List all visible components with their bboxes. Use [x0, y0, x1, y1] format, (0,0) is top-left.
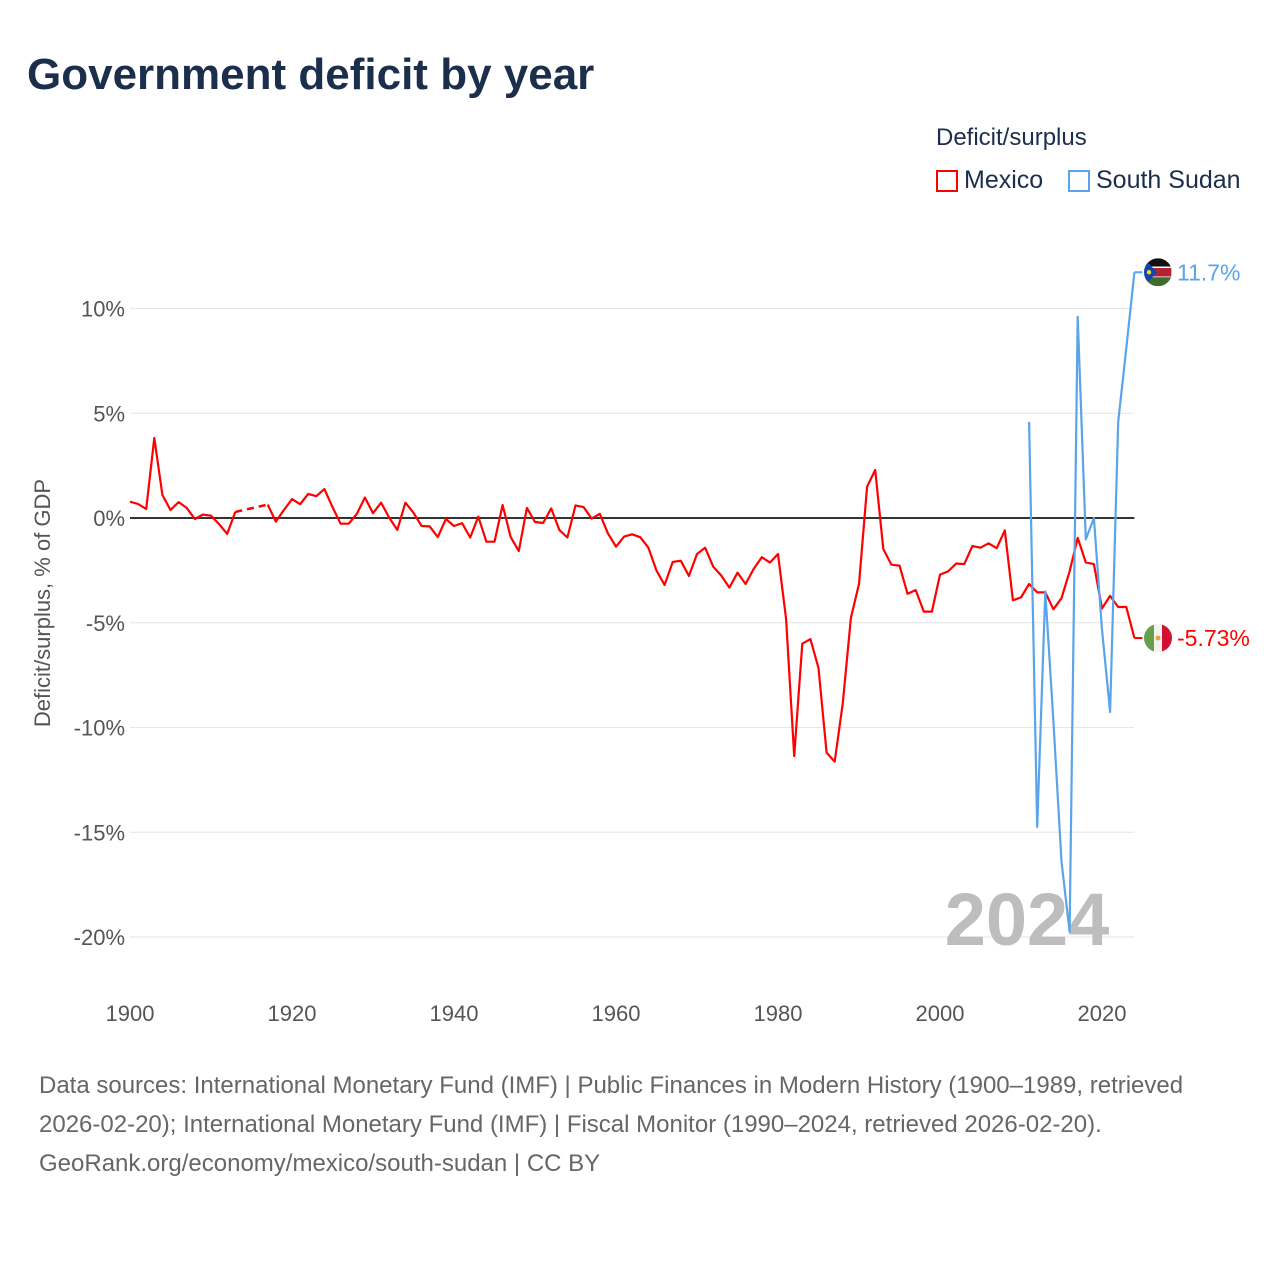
- end-value-label: 11.7%: [1177, 259, 1241, 285]
- x-tick-label: 1940: [430, 1001, 479, 1026]
- gap-connector: [235, 503, 268, 514]
- y-tick-label: 10%: [81, 297, 125, 322]
- x-tick-label: 2000: [916, 1001, 965, 1026]
- legend-label: Mexico: [964, 166, 1044, 194]
- x-tick-label: 1980: [754, 1001, 803, 1026]
- page-title: Government deficit by year: [27, 50, 595, 99]
- x-tick-label: 1900: [106, 1001, 155, 1026]
- legend-item-mexico[interactable]: Mexico: [936, 166, 1043, 195]
- y-tick-label: -5%: [86, 611, 125, 636]
- x-tick-label: 1960: [592, 1001, 641, 1026]
- footer: Data sources: International Monetary Fun…: [39, 1066, 1239, 1183]
- y-tick-label: -10%: [74, 716, 125, 741]
- south-sudan-flag-icon: [1144, 258, 1172, 287]
- credit-link[interactable]: GeoRank.org/economy/mexico/south-sudan |…: [39, 1150, 601, 1177]
- data-sources: Data sources: International Monetary Fun…: [39, 1072, 1184, 1138]
- series-line-south-sudan: [1028, 272, 1136, 933]
- legend-title: Deficit/surplus: [936, 124, 1087, 151]
- south-sudan-swatch: [1068, 169, 1090, 192]
- y-tick-label: 0%: [93, 506, 125, 531]
- x-tick-label: 1920: [268, 1001, 317, 1026]
- y-axis-label: Deficit/surplus, % of GDP: [30, 479, 55, 727]
- mexico-flag-icon: [1144, 624, 1172, 653]
- end-value-label: -5.73%: [1177, 625, 1250, 651]
- y-tick-label: 5%: [93, 401, 125, 426]
- series-line-mexico: [129, 436, 1136, 763]
- x-tick-label: 2020: [1078, 1001, 1127, 1026]
- legend-label: South Sudan: [1096, 166, 1241, 194]
- y-tick-label: -15%: [74, 820, 125, 845]
- year-watermark: 2024: [945, 878, 1110, 961]
- y-tick-label: -20%: [74, 925, 125, 950]
- mexico-swatch: [936, 169, 958, 192]
- legend-item-south-sudan[interactable]: South Sudan: [1068, 166, 1241, 195]
